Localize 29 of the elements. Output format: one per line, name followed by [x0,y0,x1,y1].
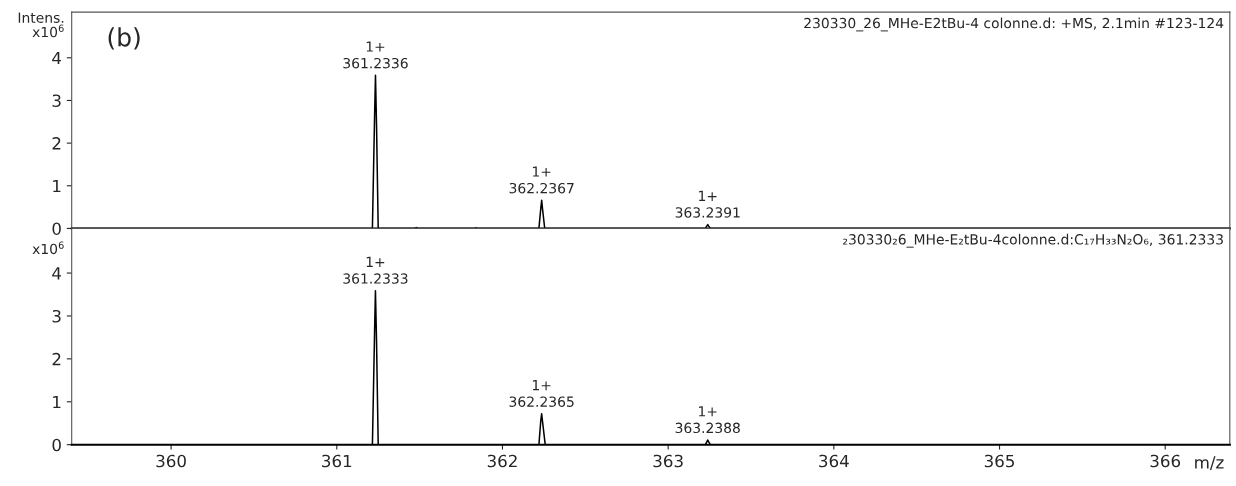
annotation: 1+ 363.2388 [675,406,740,434]
y-tick-label: 3 [52,94,61,108]
y-tick-label: 1 [53,179,61,193]
annotation: 1+ 362.2365 [509,380,574,407]
y-tick-label: 0 [52,222,61,235]
y-tick-label: 2 [52,352,61,366]
y-tick-label: 1 [53,395,61,409]
annotation: 1+ 362.2367 [509,166,574,194]
y-axis-title: Intens. x10$^{6}$ [18,12,64,38]
y-tick-label: 4 [52,51,62,65]
chart-title: ₂30330₂6_MHe-E₂tBu-4colonne.d:C₁₇H₃₃N₂O₆, 361.2333 [843,233,1223,248]
x-tick-label: 360 [156,454,186,468]
annotation: 1+ 361.2333 [343,256,408,284]
x-tick-label: 366 [1150,454,1181,468]
x-tick-label: 364 [819,454,849,468]
x-tick-label: 362 [487,454,517,468]
x-axis-title: m/z [1195,456,1224,471]
annotation: 1+ 361.2336 [343,41,408,69]
y-tick-label: 3 [52,309,61,323]
y-tick-label: 4 [52,267,62,280]
chart-title: 230330_26_MHe-E2tBu-4 colonne.d: +MS, 2.1min #123-124 [804,17,1224,32]
y-tick-label: 2 [52,137,61,150]
x-tick-label: 363 [653,454,683,468]
annotation: (b) [108,27,140,50]
y-axis-title: x10$^{6}$ [32,241,64,255]
x-tick-label: 365 [984,454,1014,468]
annotation: 1+ 363.2391 [675,190,740,218]
y-tick-label: 0 [52,438,61,452]
x-tick-label: 361 [322,454,352,468]
